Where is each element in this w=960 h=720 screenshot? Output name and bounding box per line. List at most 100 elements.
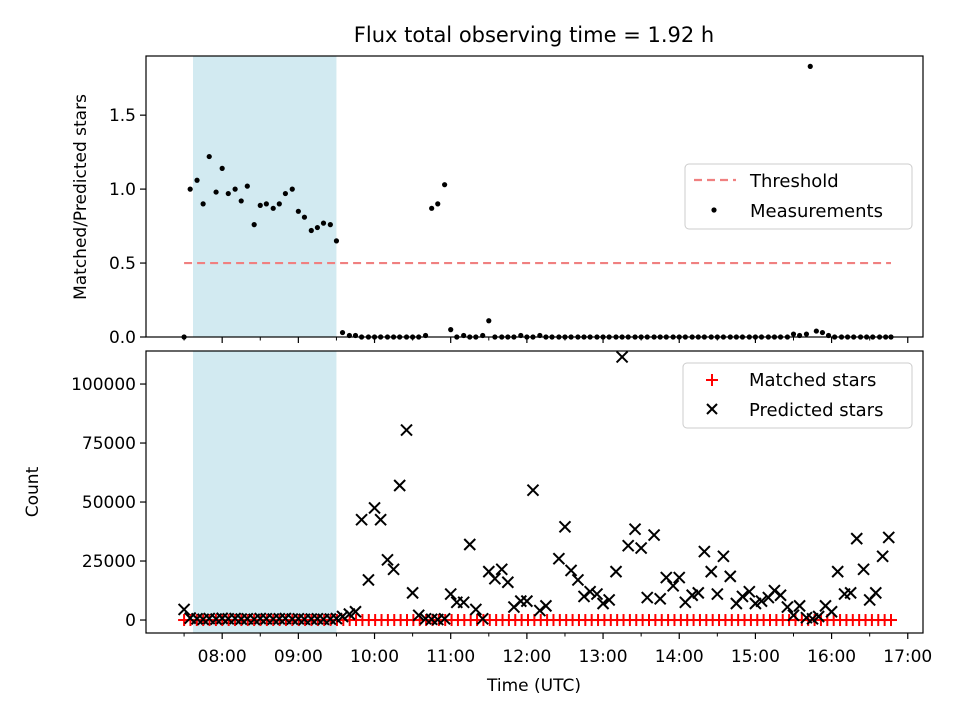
- predicted-star-point: [793, 599, 806, 613]
- measurement-point: [813, 328, 819, 334]
- measurement-point: [314, 224, 320, 231]
- measurement-point: [807, 63, 813, 69]
- bottom-shaded-region: [193, 351, 337, 633]
- predicted-star-point: [653, 592, 667, 605]
- matched-star-point: [885, 614, 898, 627]
- bottom-y-ticks: 0 25000 50000 75000 100000: [71, 375, 146, 631]
- predicted-star-point: [705, 565, 718, 578]
- x-axis-label: Time (UTC): [486, 676, 581, 696]
- measurement-point: [486, 318, 492, 324]
- predicted-star-point: [596, 597, 610, 610]
- bottom-legend-box: [682, 362, 913, 429]
- predicted-star-point: [647, 528, 661, 542]
- measurement-point: [251, 222, 257, 228]
- predicted-star-point: [362, 573, 375, 587]
- predicted-star-point: [336, 610, 349, 623]
- legend-matched-label: Matched stars: [749, 370, 876, 391]
- predicted-star-point: [850, 532, 863, 545]
- predicted-star-point: [374, 513, 387, 526]
- legend-measurements-label: Measurements: [750, 201, 883, 222]
- predicted-star-point: [552, 552, 566, 565]
- measurement-point: [200, 201, 206, 207]
- chart-title: Flux total observing time = 1.92 h: [354, 23, 714, 47]
- predicted-star-point: [755, 594, 768, 608]
- bottom-x-ticks: 08:00 09:00 10:00 11:00 12:00 13:00 14:00 15:00…: [183, 633, 932, 667]
- top-shaded-region: [193, 56, 337, 337]
- measurement-point: [435, 201, 441, 207]
- shaded-band-top: [193, 56, 337, 337]
- x-tick-label: 11:00: [426, 647, 475, 667]
- measurement-point: [429, 205, 435, 211]
- top-y-tick-label: 1.0: [109, 180, 136, 200]
- x-tick-label: 12:00: [502, 647, 551, 667]
- measurement-point: [213, 189, 219, 195]
- measurement-point: [194, 177, 200, 183]
- predicted-star-point: [406, 586, 419, 600]
- predicted-star-point: [774, 589, 787, 602]
- top-y-ticks: 0.0 0.5 1.0 1.5: [109, 106, 146, 348]
- measurement-point: [276, 201, 282, 207]
- top-panel: 0.0 0.5 1.0 1.5 Matched/Predicted stars Thr…: [71, 55, 924, 348]
- bottom-panel: 0 25000 50000 75000 100000 08:00 09:00 10:00 11…: [23, 350, 932, 696]
- legend-measurements-swatch: [711, 207, 717, 213]
- legend-predicted-label: Predicted stars: [749, 400, 883, 421]
- measurement-point: [790, 331, 797, 337]
- predicted-star-point: [844, 586, 857, 600]
- predicted-star-point: [400, 423, 413, 437]
- predicted-star-point: [831, 565, 844, 578]
- top-y-tick-label: 0.5: [109, 254, 136, 274]
- top-legend: Threshold Measurements: [684, 163, 913, 230]
- predicted-star-point: [869, 586, 882, 600]
- measurement-point: [339, 329, 346, 336]
- measurement-point: [206, 153, 212, 160]
- measurement-point: [295, 208, 301, 214]
- predicted-star-point: [495, 563, 508, 576]
- x-tick-label: 16:00: [807, 647, 856, 667]
- predicted-star-point: [355, 513, 368, 526]
- x-tick-label: 13:00: [579, 647, 628, 667]
- x-tick-label: 10:00: [350, 647, 399, 667]
- measurement-point: [308, 227, 314, 234]
- predicted-star-point: [387, 563, 400, 576]
- bottom-y-tick-label: 50000: [82, 493, 136, 513]
- predicted-star-point: [412, 609, 425, 622]
- predicted-star-point: [673, 571, 686, 584]
- predicted-star-point: [781, 600, 794, 614]
- top-x-ticks: [183, 337, 909, 343]
- measurement-point: [803, 331, 810, 337]
- predicted-star-point: [564, 564, 578, 577]
- predicted-star-point: [628, 522, 642, 536]
- predicted-star-point: [349, 605, 362, 618]
- predicted-star-point: [743, 585, 756, 598]
- measurement-point: [238, 198, 244, 204]
- predicted-star-point: [526, 484, 540, 497]
- predicted-star-point: [615, 350, 629, 364]
- predicted-star-point: [787, 609, 800, 622]
- predicted-star-point: [393, 479, 406, 492]
- measurement-point: [442, 182, 448, 188]
- legend-threshold-label: Threshold: [749, 171, 839, 192]
- predicted-star-point: [609, 565, 623, 578]
- predicted-star-point: [692, 586, 705, 600]
- predicted-star-point: [876, 550, 889, 563]
- measurement-point: [270, 205, 276, 211]
- top-y-tick-label: 0.0: [109, 328, 136, 348]
- predicted-star-point: [711, 587, 724, 601]
- predicted-star-point: [724, 570, 737, 583]
- predicted-star-point: [501, 576, 515, 589]
- measurement-point: [333, 238, 340, 244]
- predicted-star-point: [666, 579, 680, 593]
- predicted-star-point: [368, 501, 381, 515]
- bottom-y-tick-label: 0: [125, 611, 136, 631]
- measurement-point: [263, 201, 269, 207]
- predicted-star-point: [590, 587, 604, 601]
- predicted-star-point: [457, 596, 470, 609]
- top-y-axis-label: Matched/Predicted stars: [71, 94, 91, 300]
- predicted-star-point: [520, 594, 534, 608]
- predicted-star-point: [381, 553, 394, 567]
- x-tick-label: 09:00: [274, 647, 323, 667]
- predicted-star-point: [469, 603, 483, 616]
- measurement-point: [187, 186, 193, 192]
- predicted-star-point: [558, 520, 572, 534]
- x-tick-label: 14:00: [655, 647, 704, 667]
